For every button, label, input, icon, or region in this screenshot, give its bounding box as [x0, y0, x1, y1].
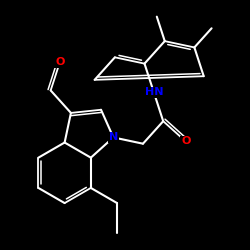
Text: O: O	[55, 57, 65, 67]
Text: HN: HN	[144, 88, 163, 98]
Text: O: O	[181, 136, 190, 146]
Text: N: N	[109, 132, 118, 142]
